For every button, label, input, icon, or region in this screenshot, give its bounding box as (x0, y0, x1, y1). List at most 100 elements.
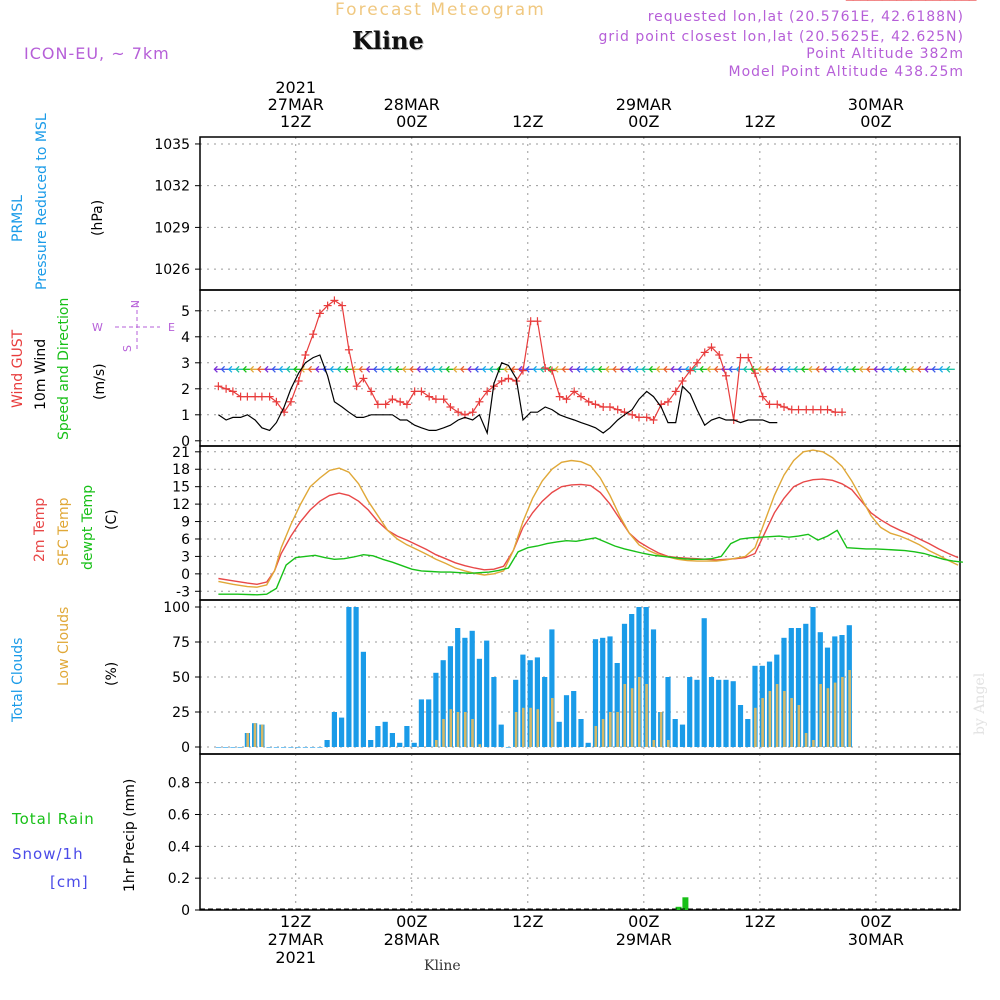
wind-arrow-head (699, 365, 704, 373)
gust-marker (831, 408, 840, 417)
top-date-label: 30MAR (848, 95, 904, 114)
total-cloud-bar (795, 628, 802, 747)
low-cloud-bar (826, 688, 830, 747)
total-cloud-bar (607, 636, 613, 747)
total-cloud-bar (324, 740, 330, 747)
wind-arrow-head (576, 365, 581, 373)
gust-marker (504, 374, 513, 383)
wind-arrow-head (938, 365, 944, 373)
low-cloud-bar (659, 712, 663, 747)
wind-arrow-head (496, 365, 501, 373)
gust-marker (367, 387, 376, 396)
low-cloud-bar (529, 707, 532, 747)
gust-marker (286, 397, 295, 406)
total-cloud-bar (476, 658, 482, 747)
rain-bar (682, 897, 689, 910)
total-cloud-bar (295, 747, 301, 748)
gust-marker (715, 351, 724, 359)
gust-marker (431, 395, 440, 404)
bottom-year-label: 2021 (275, 948, 316, 967)
wind-arrow-head (307, 365, 313, 373)
total-cloud-bar (737, 705, 744, 747)
wind-arrow-head (394, 365, 400, 373)
wind-arrow-head (771, 365, 777, 373)
low-cloud-bar (260, 724, 264, 747)
gust-marker (410, 387, 419, 396)
total-cloud-bar (469, 630, 475, 747)
low-cloud-bar (514, 712, 518, 747)
footer-location: Kline (424, 958, 461, 974)
wind-arrow-head (365, 365, 371, 373)
model-altitude: Model Point Altitude 438.25m (728, 64, 964, 80)
model-label: ICON-EU, ~ 7km (24, 44, 170, 63)
bottom-date-label: 29MAR (616, 930, 672, 949)
gust-marker (222, 384, 231, 393)
gust-marker (301, 351, 310, 359)
low-cloud-bar (478, 744, 482, 747)
total-cloud-bar (534, 657, 540, 747)
low-cloud-bar (536, 709, 540, 747)
gust-marker (802, 405, 811, 414)
gust-marker (663, 397, 672, 406)
wind-arrow-head (488, 365, 494, 373)
wind-arrow-head (924, 365, 929, 373)
low-cloud-bar (551, 698, 554, 747)
total-cloud-bar (505, 747, 511, 748)
gust-marker (344, 345, 353, 354)
total-cloud-bar (389, 733, 395, 747)
total-cloud-bar (665, 677, 671, 747)
total-cloud-bar (382, 721, 388, 747)
total-cloud-bar (716, 679, 722, 747)
total-rain-label: Total Rain (12, 810, 95, 828)
wind-arrow-head (430, 365, 436, 373)
wind-arrow-head (742, 365, 748, 373)
gust-marker (773, 400, 782, 409)
wind-arrow-head (503, 365, 508, 373)
gust-marker (787, 405, 796, 414)
pressure-ytick-label: 1029 (154, 220, 190, 236)
wind-arrow-head (909, 365, 915, 373)
low-cloud-bar (609, 712, 612, 747)
wind-arrow-head (880, 365, 885, 373)
wind-arrow-head (416, 365, 421, 373)
total-cloud-bar (723, 679, 729, 747)
total-cloud-bar (803, 623, 809, 747)
wind-arrow-head (401, 365, 407, 373)
gust-marker (257, 392, 266, 401)
wind-arrow-head (902, 365, 907, 373)
wind-arrow-head (945, 365, 951, 373)
wind-arrow-head (764, 365, 769, 373)
wind-arrow-head (583, 365, 588, 373)
total-cloud-bar (418, 699, 424, 747)
gust-marker (823, 405, 832, 414)
low-cloud-bar (667, 740, 670, 747)
wind-arrow-head (800, 365, 806, 373)
wind-arrow-head (532, 365, 537, 373)
wind-ytick-label: 0 (181, 434, 190, 450)
total-cloud-bar (317, 747, 323, 748)
total-cloud-bar (331, 712, 337, 747)
total-cloud-bar (266, 747, 272, 748)
total-cloud-bar (708, 677, 715, 747)
temperature-ytick-label: 15 (172, 480, 190, 496)
point-altitude: Point Altitude 382m (806, 46, 964, 62)
wind-arrow-head (380, 365, 385, 373)
wind-ytick-label: 2 (181, 382, 190, 398)
wind-arrow-head (713, 365, 719, 373)
gust-marker (547, 366, 556, 375)
gust-marker (526, 317, 535, 326)
total-cloud-bar (520, 654, 526, 747)
gust-marker (576, 392, 585, 401)
total-cloud-bar (556, 721, 562, 747)
bottom-date-label: 30MAR (848, 930, 904, 949)
rain-bar (675, 906, 682, 910)
total-cloud-bar (679, 724, 686, 747)
gust-marker (388, 395, 397, 404)
low-cloud-bar (841, 677, 844, 747)
wind-arrow-head (684, 365, 690, 373)
wind-panel: 0 1 2 3 4 5 (181, 0, 977, 450)
gust-marker (722, 371, 731, 380)
gust-marker (613, 405, 622, 414)
